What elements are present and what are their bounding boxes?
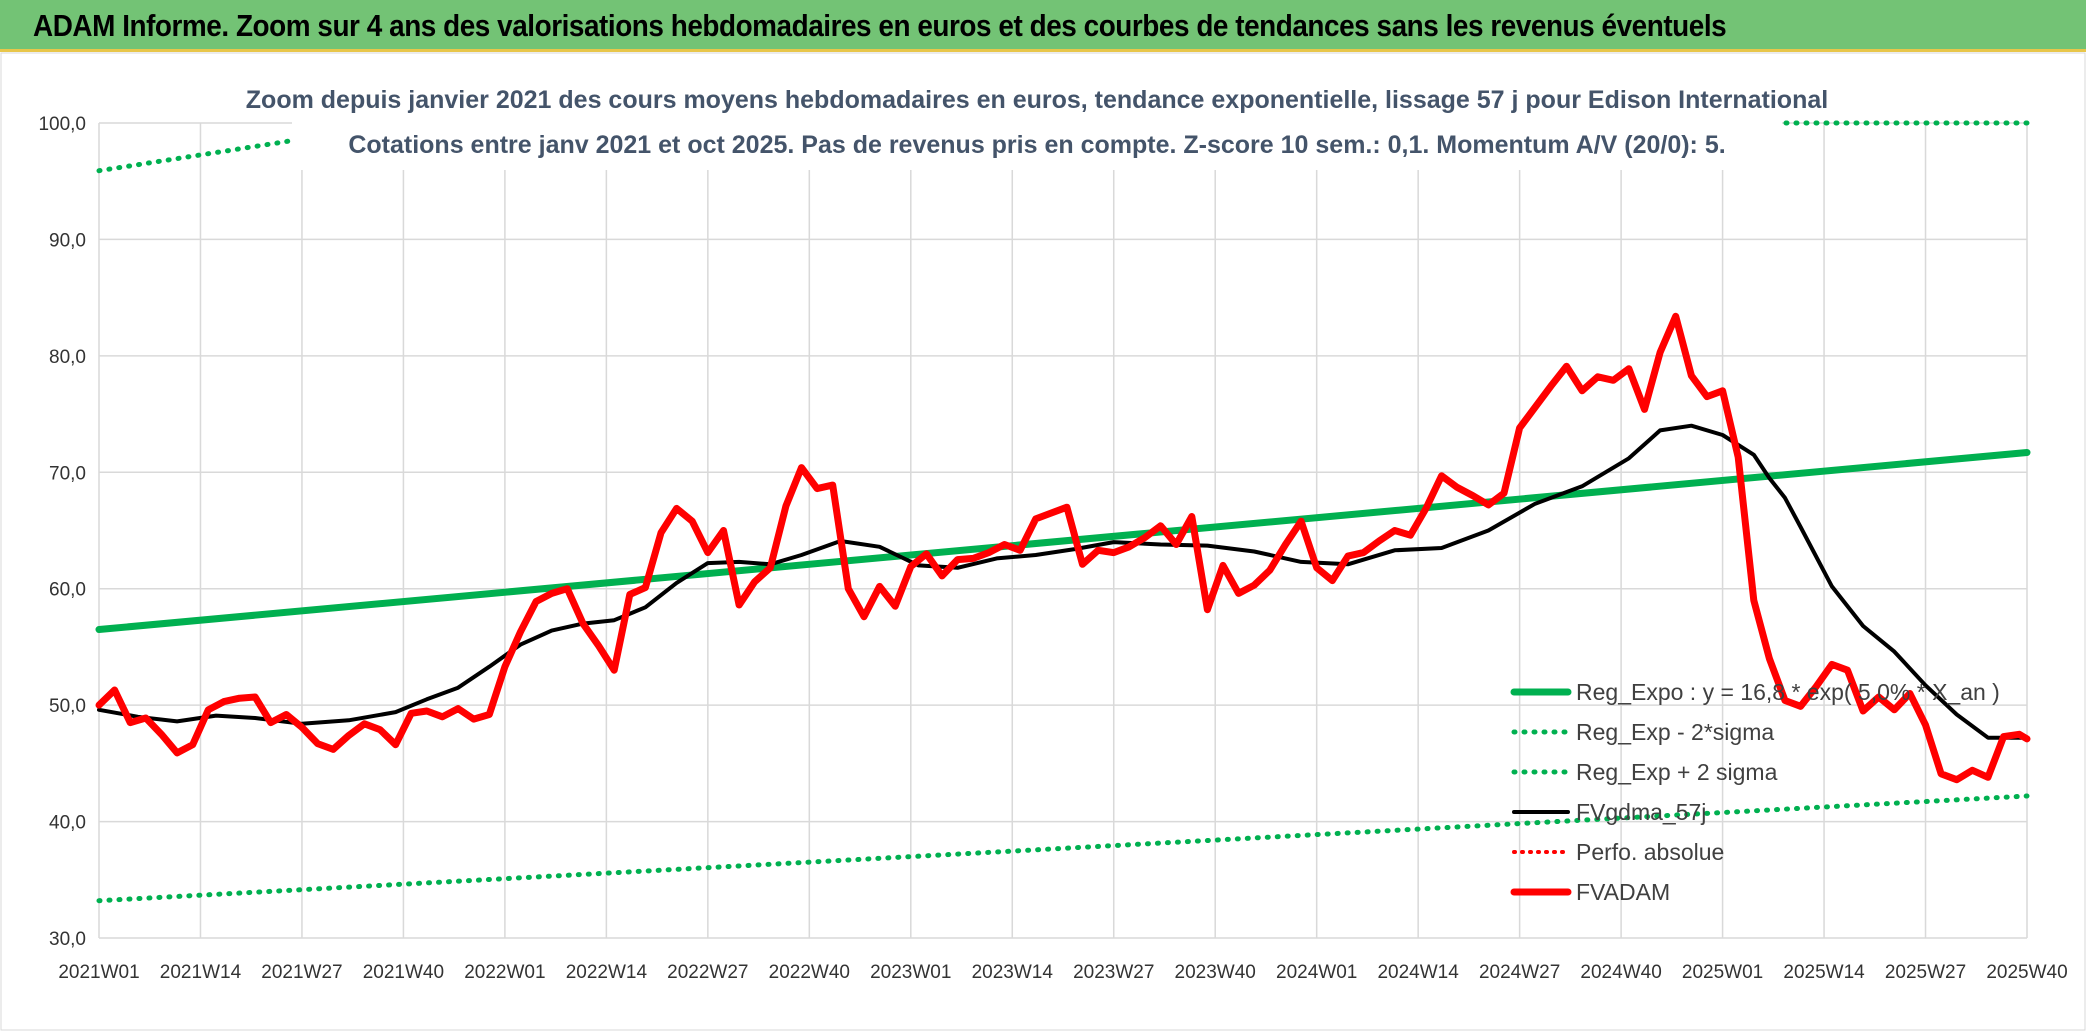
chart-subtitle: Cotations entre janv 2021 et oct 2025. P… bbox=[348, 131, 1725, 159]
x-tick-label: 2025W01 bbox=[1682, 962, 1763, 983]
report-banner: ADAM Informe. Zoom sur 4 ans des valoris… bbox=[0, 0, 2086, 52]
x-tick-label: 2025W40 bbox=[1986, 962, 2067, 983]
x-tick-label: 2022W27 bbox=[667, 962, 748, 983]
legend-label: Reg_Expo : y = 16,8 * exp( 5,0% * X_an ) bbox=[1576, 679, 2000, 705]
x-tick-label: 2024W01 bbox=[1276, 962, 1357, 983]
chart-title: Zoom depuis janvier 2021 des cours moyen… bbox=[246, 86, 1828, 114]
title-backdrop bbox=[292, 74, 1782, 170]
legend-label: Perfo. absolue bbox=[1576, 839, 1724, 865]
report-title: ADAM Informe. Zoom sur 4 ans des valoris… bbox=[33, 8, 1727, 43]
series-line-0 bbox=[95, 449, 2031, 633]
x-tick-label: 2024W27 bbox=[1479, 962, 1560, 983]
x-tick-label: 2022W40 bbox=[769, 962, 850, 983]
legend: Reg_Expo : y = 16,8 * exp( 5,0% * X_an )… bbox=[1510, 679, 2000, 905]
legend-label: Reg_Exp - 2*sigma bbox=[1576, 719, 1774, 745]
legend-label: FVgdma_57j bbox=[1576, 799, 1706, 825]
x-tick-label: 2021W14 bbox=[160, 962, 242, 983]
legend-label: Reg_Exp + 2 sigma bbox=[1576, 759, 1778, 785]
y-tick-label: 70,0 bbox=[49, 463, 86, 484]
line-chart: Zoom depuis janvier 2021 des cours moyen… bbox=[0, 52, 2086, 1031]
x-tick-label: 2025W27 bbox=[1885, 962, 1966, 983]
series-line-3 bbox=[97, 423, 2029, 740]
grid-lines bbox=[98, 122, 2028, 939]
x-tick-label: 2022W01 bbox=[464, 962, 545, 983]
x-tick-label: 2024W14 bbox=[1377, 962, 1459, 983]
y-tick-label: 90,0 bbox=[49, 230, 86, 251]
x-tick-label: 2021W01 bbox=[58, 962, 139, 983]
x-tick-label: 2025W14 bbox=[1783, 962, 1865, 983]
x-tick-label: 2023W40 bbox=[1175, 962, 1256, 983]
y-tick-label: 50,0 bbox=[49, 696, 86, 717]
x-tick-label: 2021W27 bbox=[261, 962, 342, 983]
y-tick-label: 60,0 bbox=[49, 580, 86, 601]
x-tick-label: 2022W14 bbox=[566, 962, 648, 983]
x-tick-label: 2023W01 bbox=[870, 962, 951, 983]
x-tick-label: 2024W40 bbox=[1580, 962, 1661, 983]
x-tick-label: 2023W14 bbox=[972, 962, 1054, 983]
x-tick-label: 2021W40 bbox=[363, 962, 444, 983]
y-tick-label: 40,0 bbox=[49, 813, 86, 834]
x-axis-ticks: 2021W01 2021W14 2021W27 2021W40 2022W01 2022W… bbox=[58, 962, 2067, 983]
series-line-5 bbox=[95, 312, 2031, 784]
y-tick-label: 80,0 bbox=[49, 347, 86, 368]
y-tick-label: 30,0 bbox=[49, 929, 86, 950]
series-line-2 bbox=[96, 120, 406, 174]
y-axis-ticks: 30,0 40,0 50,0 60,0 70,0 80,0 90,0 100,0 bbox=[38, 114, 86, 950]
series-line-1 bbox=[96, 793, 2030, 904]
chart-area: Zoom depuis janvier 2021 des cours moyen… bbox=[0, 52, 2086, 1031]
legend-label: FVADAM bbox=[1576, 879, 1670, 905]
y-tick-label: 100,0 bbox=[38, 114, 86, 135]
x-tick-label: 2023W27 bbox=[1073, 962, 1154, 983]
